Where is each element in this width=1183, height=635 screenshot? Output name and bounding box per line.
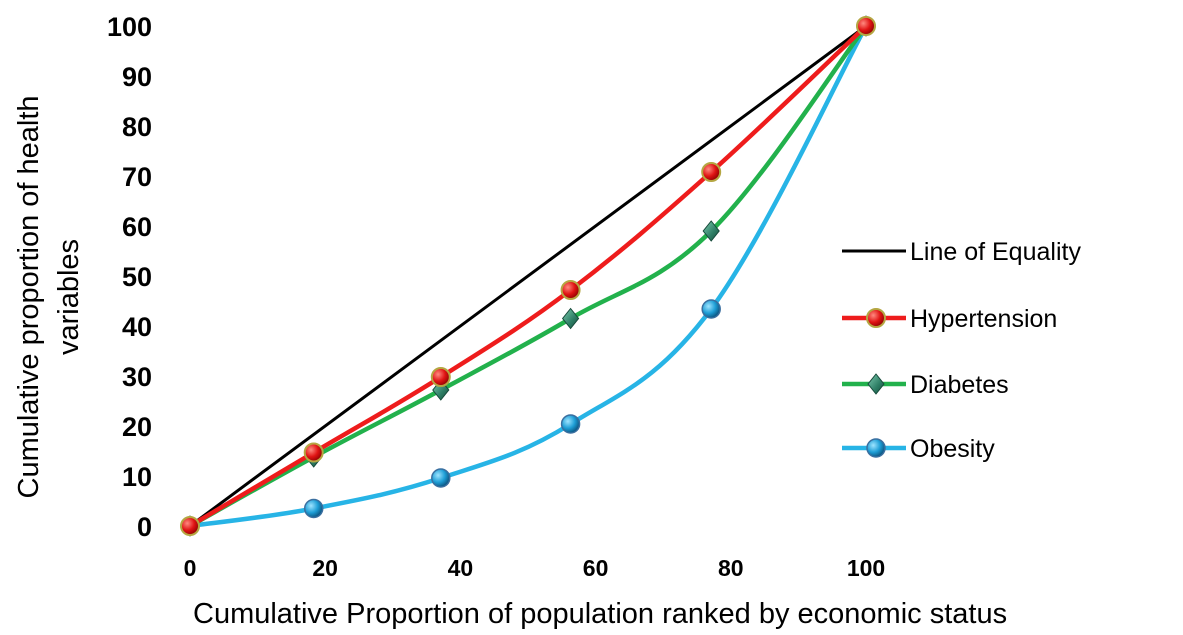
x-tick-label: 40 xyxy=(448,555,474,581)
y-tick-label: 100 xyxy=(107,12,152,42)
data-point-hypertension xyxy=(856,16,876,36)
legend-marker-hypertension xyxy=(866,308,886,328)
data-point-diabetes xyxy=(702,220,720,242)
y-axis-title-line-1: Cumulative proportion of health xyxy=(13,95,45,498)
y-tick-label: 90 xyxy=(122,62,152,92)
y-tick-label: 60 xyxy=(122,212,152,242)
x-tick-label: 80 xyxy=(718,555,744,581)
data-point-hypertension xyxy=(701,162,722,182)
data-point-hypertension xyxy=(303,442,324,463)
x-tick-label: 100 xyxy=(847,555,885,581)
y-tick-label: 50 xyxy=(122,262,152,292)
legend: Line of Equality Hypertension Diabetes Obes… xyxy=(842,238,1081,463)
data-point-obesity xyxy=(560,414,581,434)
legend-label-diabetes: Diabetes xyxy=(910,371,1009,399)
x-axis-title: Cumulative Proportion of population rank… xyxy=(193,598,1007,630)
x-axis-ticks: 0 20 40 60 80 100 xyxy=(184,555,886,581)
y-tick-label: 20 xyxy=(122,412,152,442)
x-tick-label: 0 xyxy=(184,555,197,581)
series-lines xyxy=(187,23,869,529)
series-line-line-of-equality xyxy=(188,24,868,528)
data-point-hypertension xyxy=(560,280,581,300)
y-tick-label: 10 xyxy=(122,462,152,492)
data-point-obesity xyxy=(431,468,451,488)
legend-marker-obesity xyxy=(866,438,886,458)
data-point-diabetes xyxy=(561,307,580,330)
legend-label-obesity: Obesity xyxy=(910,435,995,463)
legend-label-line-of-equality: Line of Equality xyxy=(910,238,1081,266)
y-tick-label: 0 xyxy=(137,512,152,542)
x-tick-label: 20 xyxy=(312,555,338,581)
legend-label-hypertension: Hypertension xyxy=(910,305,1057,333)
y-axis-title-line-2: variables xyxy=(53,239,85,355)
y-tick-label: 80 xyxy=(122,112,152,142)
data-point-obesity xyxy=(303,498,324,519)
legend-marker-diabetes xyxy=(867,373,885,395)
y-tick-label: 40 xyxy=(122,312,152,342)
y-axis-ticks: 0 10 20 30 40 50 60 70 80 90 100 xyxy=(107,12,152,542)
x-tick-label: 60 xyxy=(583,555,609,581)
series-markers xyxy=(180,15,876,537)
y-tick-label: 30 xyxy=(122,362,152,392)
data-point-hypertension xyxy=(430,367,451,387)
data-point-obesity xyxy=(701,299,721,319)
data-point-hypertension xyxy=(180,516,200,536)
y-tick-label: 70 xyxy=(122,162,152,192)
